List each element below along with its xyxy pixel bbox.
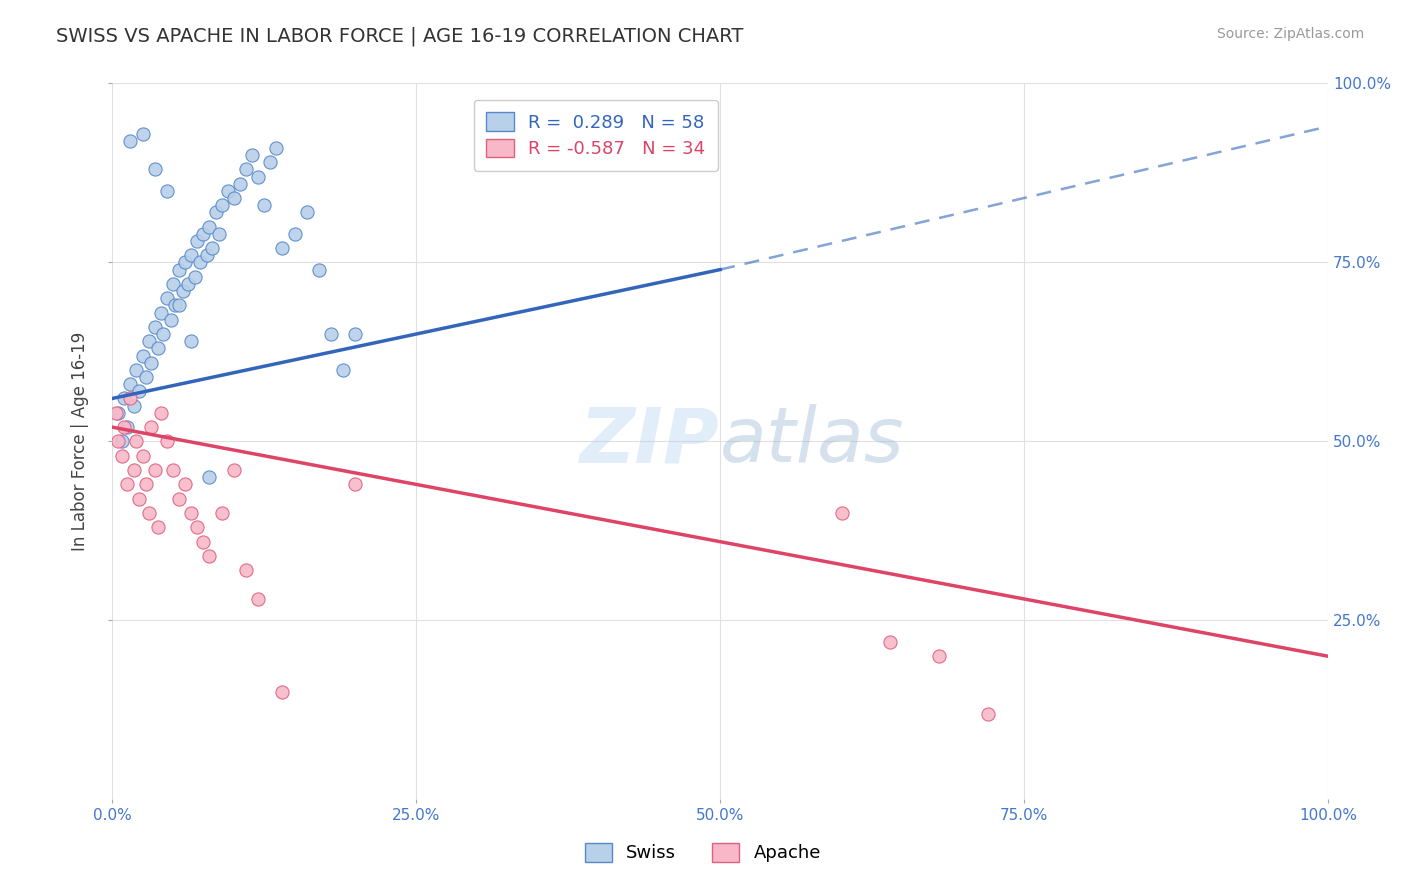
- Point: [172, 284, 194, 298]
- Point: [131, 449, 153, 463]
- Point: [111, 449, 134, 463]
- Text: SWISS VS APACHE IN LABOR FORCE | AGE 16-19 CORRELATION CHART: SWISS VS APACHE IN LABOR FORCE | AGE 16-…: [56, 27, 744, 46]
- Point: [211, 198, 233, 212]
- Point: [143, 162, 166, 177]
- Point: [180, 248, 202, 262]
- Point: [283, 227, 305, 241]
- Point: [107, 406, 129, 420]
- Point: [125, 363, 148, 377]
- Point: [135, 477, 157, 491]
- Point: [229, 177, 252, 191]
- Point: [217, 184, 239, 198]
- Point: [156, 184, 179, 198]
- Point: [271, 685, 294, 699]
- Point: [271, 241, 294, 255]
- Point: [112, 420, 135, 434]
- Point: [107, 434, 129, 449]
- Point: [167, 298, 190, 312]
- Point: [120, 134, 142, 148]
- Point: [193, 227, 215, 241]
- Point: [180, 334, 202, 349]
- Point: [253, 198, 276, 212]
- Point: [148, 342, 170, 356]
- Point: [176, 277, 198, 291]
- Point: [125, 434, 148, 449]
- Point: [266, 141, 288, 155]
- Point: [184, 269, 207, 284]
- Point: [167, 491, 190, 506]
- Point: [247, 169, 270, 184]
- Point: [222, 463, 245, 477]
- Point: [195, 248, 218, 262]
- Point: [148, 520, 170, 534]
- Point: [222, 191, 245, 205]
- Point: [174, 477, 197, 491]
- Point: [188, 255, 211, 269]
- Point: [308, 262, 330, 277]
- Point: [138, 506, 160, 520]
- Point: [295, 205, 318, 219]
- Point: [332, 363, 354, 377]
- Point: [128, 491, 150, 506]
- Point: [156, 291, 179, 305]
- Point: [128, 384, 150, 399]
- Point: [344, 477, 367, 491]
- Point: [319, 326, 342, 341]
- Point: [122, 463, 145, 477]
- Point: [120, 377, 142, 392]
- Point: [831, 506, 853, 520]
- Point: [143, 463, 166, 477]
- Point: [139, 356, 162, 370]
- Text: Source: ZipAtlas.com: Source: ZipAtlas.com: [1216, 27, 1364, 41]
- Point: [879, 635, 901, 649]
- Point: [162, 277, 184, 291]
- Point: [143, 319, 166, 334]
- Point: [193, 534, 215, 549]
- Point: [174, 255, 197, 269]
- Point: [122, 399, 145, 413]
- Point: [235, 563, 257, 577]
- Point: [162, 463, 184, 477]
- Point: [186, 520, 208, 534]
- Point: [198, 470, 221, 484]
- Point: [235, 162, 257, 177]
- Y-axis label: In Labor Force | Age 16-19: In Labor Force | Age 16-19: [72, 332, 89, 551]
- Point: [201, 241, 224, 255]
- Legend: R =  0.289   N = 58, R = -0.587   N = 34: R = 0.289 N = 58, R = -0.587 N = 34: [474, 100, 717, 171]
- Point: [156, 434, 179, 449]
- Point: [344, 326, 367, 341]
- Point: [115, 477, 138, 491]
- Point: [131, 349, 153, 363]
- Point: [104, 406, 127, 420]
- Point: [139, 420, 162, 434]
- Point: [112, 392, 135, 406]
- Point: [259, 155, 281, 169]
- Point: [149, 406, 172, 420]
- Point: [167, 262, 190, 277]
- Point: [120, 392, 142, 406]
- Point: [131, 127, 153, 141]
- Point: [240, 148, 263, 162]
- Point: [211, 506, 233, 520]
- Point: [111, 434, 134, 449]
- Point: [976, 706, 998, 721]
- Point: [247, 591, 270, 606]
- Point: [159, 312, 181, 326]
- Point: [149, 305, 172, 319]
- Point: [198, 549, 221, 563]
- Point: [204, 205, 226, 219]
- Text: ZIP: ZIP: [581, 404, 720, 478]
- Point: [115, 420, 138, 434]
- Point: [198, 219, 221, 234]
- Point: [152, 326, 174, 341]
- Text: atlas: atlas: [720, 404, 904, 478]
- Point: [138, 334, 160, 349]
- Point: [208, 227, 231, 241]
- Point: [135, 370, 157, 384]
- Point: [186, 234, 208, 248]
- Point: [180, 506, 202, 520]
- Point: [928, 649, 950, 664]
- Point: [165, 298, 187, 312]
- Legend: Swiss, Apache: Swiss, Apache: [578, 836, 828, 870]
